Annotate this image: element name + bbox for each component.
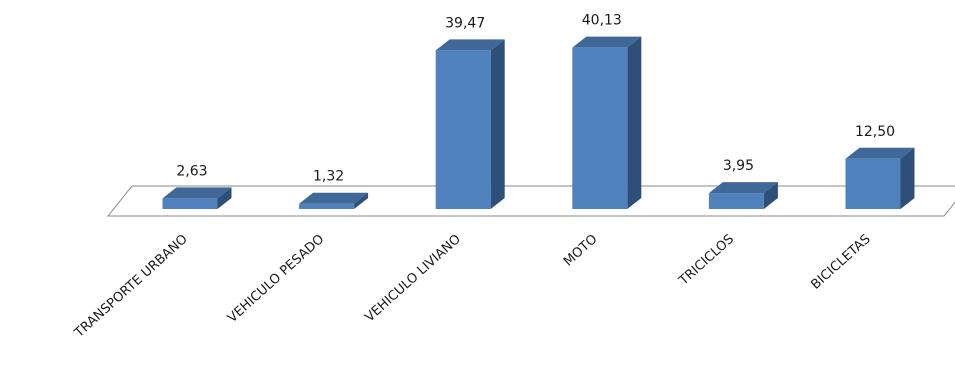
value-label-moto: 40,13 bbox=[582, 13, 622, 29]
bar-side-transporte-urbano bbox=[217, 187, 232, 209]
bar-top-triciclos bbox=[708, 182, 778, 194]
category-label-transporte-urbano: TRANSPORTE URBANO bbox=[71, 232, 190, 342]
category-label-moto: MOTO bbox=[561, 232, 600, 270]
value-label-bicicletas: 12,50 bbox=[855, 124, 895, 140]
value-label-vehiculo-pesado: 1,32 bbox=[313, 169, 344, 185]
bar-side-vehiculo-pesado bbox=[354, 192, 369, 209]
bar-side-triciclos bbox=[763, 182, 778, 209]
value-label-transporte-urbano: 2,63 bbox=[176, 163, 207, 179]
bar-top-vehiculo-liviano bbox=[435, 39, 505, 51]
bar-moto bbox=[572, 47, 628, 209]
bar-triciclos bbox=[708, 193, 764, 209]
bar-top-transporte-urbano bbox=[162, 187, 232, 199]
category-label-vehiculo-liviano: VEHICULO LIVIANO bbox=[362, 232, 464, 326]
value-label-vehiculo-liviano: 39,47 bbox=[445, 15, 485, 31]
value-label-triciclos: 3,95 bbox=[723, 158, 754, 174]
bar-side-moto bbox=[627, 36, 642, 209]
bar-top-bicicletas bbox=[845, 147, 915, 159]
bar-top-vehiculo-pesado bbox=[299, 192, 369, 204]
bar-side-bicicletas bbox=[900, 147, 915, 209]
bar-bicicletas bbox=[845, 158, 901, 209]
bar-top-moto bbox=[572, 36, 642, 48]
bar-vehiculo-pesado bbox=[299, 203, 355, 209]
category-labels-group: TRANSPORTE URBANO VEHICULO PESADO VEHICULO… bbox=[71, 232, 873, 342]
bars-group bbox=[162, 36, 915, 210]
bar-transporte-urbano bbox=[162, 198, 218, 209]
category-label-vehiculo-pesado: VEHICULO PESADO bbox=[225, 232, 327, 326]
category-label-bicicletas: BICICLETAS bbox=[808, 232, 873, 293]
value-labels-group: 2,63 1,32 39,47 40,13 3,95 12,50 bbox=[176, 13, 895, 185]
bar-vehiculo-liviano bbox=[435, 50, 491, 210]
category-label-triciclos: TRICICLOS bbox=[676, 232, 737, 289]
bar-side-vehiculo-liviano bbox=[490, 39, 505, 210]
chart-floor bbox=[106, 185, 955, 217]
